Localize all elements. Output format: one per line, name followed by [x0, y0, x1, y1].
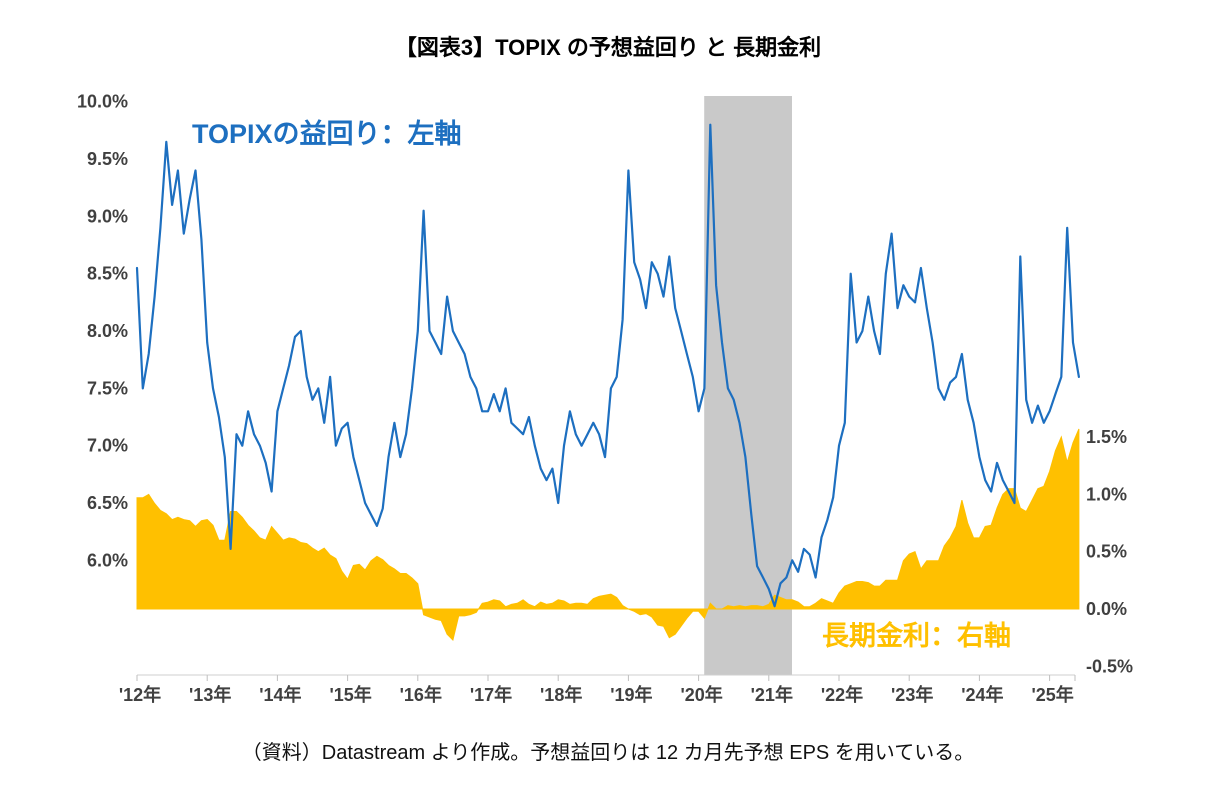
series-label-long-term-rate: 長期金利：右軸 [822, 621, 1011, 651]
x-axis-tick-label: '25年 [1031, 684, 1073, 705]
x-axis-tick-label: '24年 [961, 684, 1003, 705]
left-axis-tick-label: 8.5% [87, 264, 128, 284]
long-term-rate-area [136, 428, 1080, 641]
x-axis-tick-label: '21年 [751, 684, 793, 705]
left-axis-tick-label: 7.5% [87, 378, 128, 398]
x-axis-tick-label: '16年 [400, 684, 442, 705]
right-axis-tick-label: 0.0% [1086, 599, 1127, 619]
x-axis-tick-label: '14年 [259, 684, 301, 705]
left-axis-tick-label: 8.0% [87, 321, 128, 341]
x-axis-tick-label: '13年 [189, 684, 231, 705]
right-axis-tick-label: 1.0% [1086, 484, 1127, 504]
shaded-period-band [704, 96, 792, 675]
right-axis-tick-label: 1.5% [1086, 427, 1127, 447]
series-label-topix-yield: TOPIXの益回り：左軸 [192, 119, 462, 149]
left-axis-tick-label: 10.0% [77, 92, 128, 112]
left-axis-tick-label: 6.5% [87, 493, 128, 513]
right-axis-tick-label: 0.5% [1086, 542, 1127, 562]
left-axis-tick-label: 9.0% [87, 206, 128, 226]
x-axis-tick-label: '12年 [119, 684, 161, 705]
left-axis-tick-label: 6.0% [87, 550, 128, 570]
x-axis-tick-label: '19年 [610, 684, 652, 705]
x-axis-tick-label: '20年 [680, 684, 722, 705]
x-axis-tick-label: '22年 [821, 684, 863, 705]
topix-yield-line [135, 123, 1080, 608]
chart-title: 【図表3】TOPIX の予想益回り と 長期金利 [394, 35, 822, 60]
left-axis-tick-label: 9.5% [87, 149, 128, 169]
left-axis-tick-label: 7.0% [87, 436, 128, 456]
x-axis-tick-label: '15年 [329, 684, 371, 705]
source-caption: （資料）Datastream より作成。予想益回りは 12 カ月先予想 EPS … [241, 742, 975, 764]
x-axis-tick-label: '18年 [540, 684, 582, 705]
right-axis-tick-label: -0.5% [1086, 656, 1133, 676]
x-axis-tick-label: '17年 [470, 684, 512, 705]
x-axis-tick-label: '23年 [891, 684, 933, 705]
